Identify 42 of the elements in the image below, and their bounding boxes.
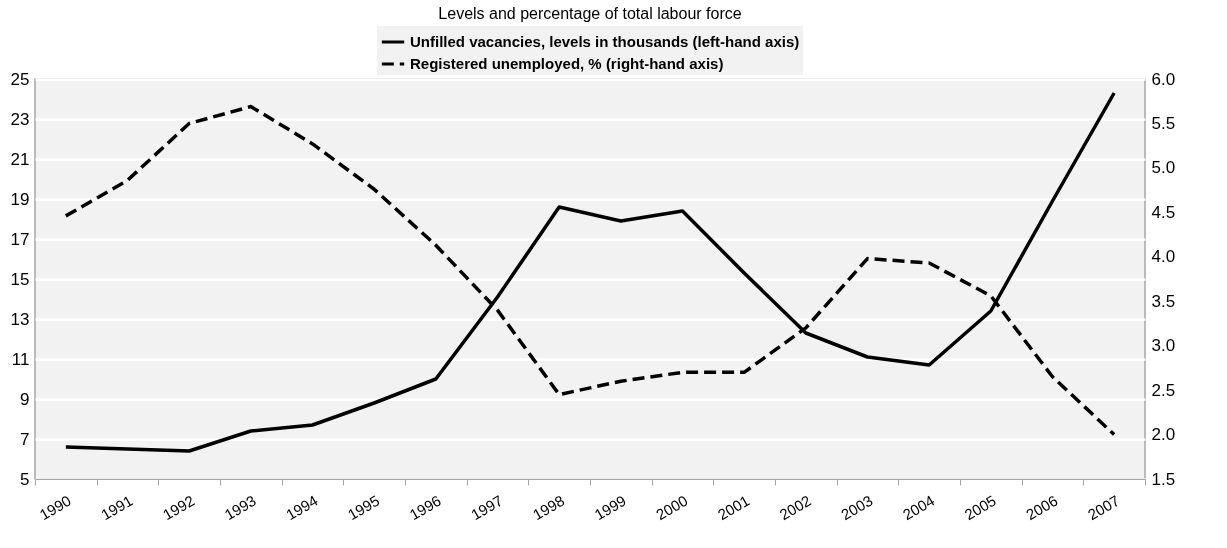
- y2-tick-label: 3.0: [1151, 336, 1176, 356]
- x-tick-label: 1994: [283, 491, 321, 524]
- y2-tick-label: 4.5: [1151, 202, 1176, 222]
- x-tick-label: 1995: [344, 491, 383, 524]
- x-tick-label: 1993: [221, 491, 259, 524]
- chart-title: Levels and percentage of total labour force: [438, 5, 742, 22]
- y-tick-label: 17: [10, 229, 30, 249]
- x-tick-label: 1991: [98, 491, 136, 524]
- y-tick-label: 21: [10, 149, 30, 169]
- y-tick-label: 7: [20, 429, 30, 449]
- x-tick-label: 1990: [36, 491, 74, 524]
- y2-tick-label: 5.5: [1151, 113, 1176, 133]
- x-tick-label: 1996: [406, 491, 444, 524]
- x-tick-label: 2001: [714, 491, 753, 524]
- x-tick-label: 2005: [961, 491, 999, 524]
- y-tick-label: 11: [11, 349, 30, 369]
- y2-tick-label: 4.0: [1151, 247, 1176, 267]
- x-tick-label: 2003: [838, 491, 876, 524]
- y2-tick-label: 2.0: [1151, 425, 1176, 445]
- legend-label: Unfilled vacancies, levels in thousands (left-hand axis): [410, 33, 800, 50]
- y-tick-label: 13: [10, 309, 30, 329]
- x-tick-label: 1998: [529, 491, 568, 524]
- y2-tick-label: 6.0: [1151, 69, 1176, 89]
- x-tick-label: 1992: [159, 491, 198, 524]
- y2-tick-label: 2.5: [1151, 380, 1176, 400]
- legend-label: Registered unemployed, % (right-hand axis): [410, 55, 724, 72]
- x-tick-label: 1999: [591, 491, 629, 524]
- y2-tick-label: 1.5: [1151, 469, 1176, 489]
- y2-tick-label: 3.5: [1151, 291, 1176, 311]
- x-tick-label: 2006: [1023, 491, 1061, 524]
- y-tick-label: 15: [10, 269, 30, 289]
- x-tick-label: 2000: [653, 491, 691, 524]
- y-tick-label: 19: [10, 189, 30, 209]
- y2-tick-label: 5.0: [1151, 158, 1176, 178]
- y-tick-label: 23: [10, 109, 30, 129]
- x-tick-label: 1997: [468, 491, 506, 524]
- x-tick-label: 2004: [899, 491, 938, 524]
- y-tick-label: 9: [20, 389, 30, 409]
- y-tick-label: 25: [10, 69, 30, 89]
- x-tick-label: 2002: [776, 491, 814, 524]
- x-tick-label: 2007: [1084, 491, 1123, 524]
- y-tick-label: 5: [20, 469, 30, 489]
